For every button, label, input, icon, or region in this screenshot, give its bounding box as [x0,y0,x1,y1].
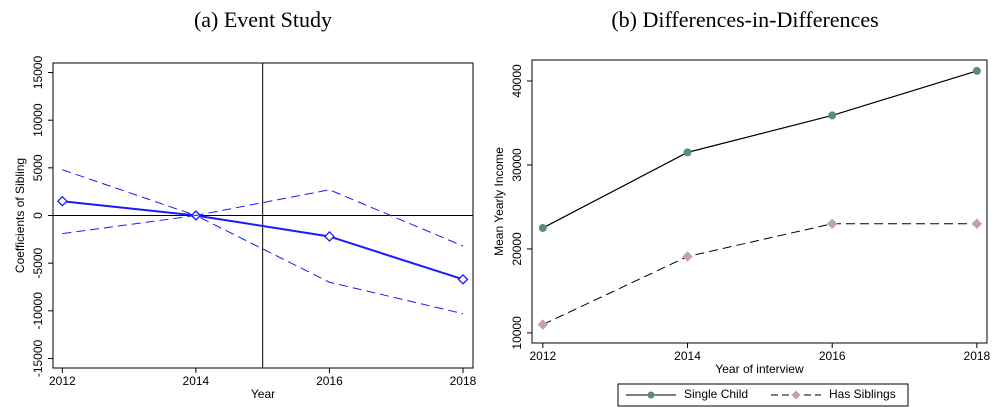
point [828,111,837,120]
legend-label: Single Child [684,387,748,401]
y-tick-label: 30000 [510,148,524,182]
y-tick-label: 10000 [31,103,45,137]
point [537,319,549,330]
point [971,218,983,229]
y-tick-label: 10000 [510,316,524,350]
point [826,218,838,229]
point [682,251,693,262]
line [62,169,464,247]
x-tick-label: 2012 [529,349,556,363]
x-tick-label: 2018 [450,374,477,388]
x-tick-label: 2016 [819,349,846,363]
legend-marker [791,390,801,400]
x-axis-label: Year [251,387,275,401]
y-tick-label: 40000 [510,64,524,98]
point [457,273,469,285]
x-tick-label: 2012 [49,374,76,388]
y-tick-label: 20000 [510,232,524,266]
x-tick-label: 2014 [183,374,210,388]
point [538,223,547,232]
x-axis-label: Year of interview [715,362,804,376]
line [542,223,977,325]
line [62,200,464,281]
legend-box [617,383,909,407]
y-tick-label: 0 [31,212,45,219]
line [62,214,464,315]
x-tick-label: 2014 [674,349,701,363]
y-axis-label: Mean Yearly Income [492,147,506,256]
point [683,148,692,157]
point [324,231,335,242]
legend-label: Has Siblings [829,387,896,401]
y-tick-label: 5000 [31,154,45,181]
y-tick-label: 15000 [31,56,45,90]
y-axis-label: Coefficients of Sibling [13,158,27,273]
y-tick-label: -5000 [31,247,45,278]
y-tick-label: -10000 [31,292,45,330]
chart-title: (a) Event Study [194,7,332,32]
plot-frame [531,59,988,344]
line [542,70,978,229]
y-tick-label: -15000 [31,339,45,377]
x-tick-label: 2016 [316,374,343,388]
point [972,66,981,75]
legend-marker [647,391,655,399]
chart-title: (b) Differences-in-Differences [611,7,878,32]
x-tick-label: 2018 [964,349,991,363]
point [56,195,68,207]
